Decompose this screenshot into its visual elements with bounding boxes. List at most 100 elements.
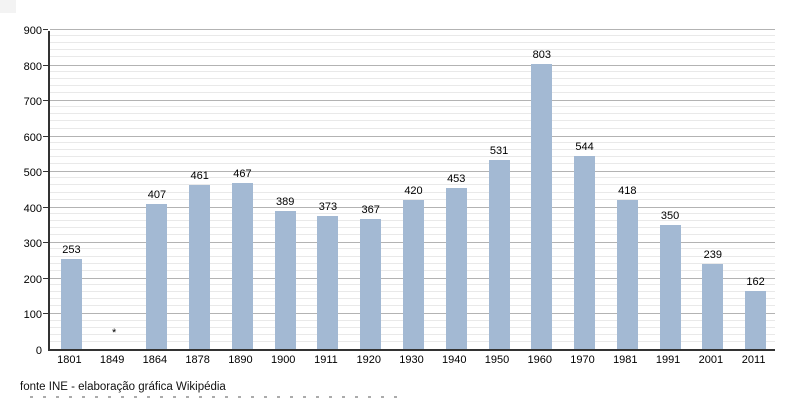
bar-1930 <box>403 199 424 349</box>
bar-1920 <box>360 218 382 349</box>
population-bar-chart: 253 * 407 461 467 389 373 367 420 453 531 803 544 418… <box>23 25 775 366</box>
x-axis-tick-label: 1801 <box>57 354 82 366</box>
y-axis-tick-label: 300 <box>23 238 42 251</box>
major-gridline <box>50 100 775 102</box>
bar-1960 <box>531 63 553 349</box>
bar-value-label: 367 <box>361 203 380 216</box>
y-axis-tick <box>43 135 48 137</box>
x-axis-tick-label: 1920 <box>356 354 381 366</box>
minor-gridline <box>50 156 775 157</box>
bar-1864 <box>146 204 168 349</box>
major-gridline <box>50 64 775 66</box>
x-axis-tick-label: 1864 <box>142 354 168 366</box>
minor-gridline <box>50 77 775 79</box>
y-axis-tick-label: 0 <box>35 345 42 357</box>
bar-1991 <box>659 224 681 349</box>
y-axis-tick <box>43 277 48 279</box>
minor-gridline <box>50 92 775 93</box>
missing-data-marker: * <box>112 327 117 339</box>
bar-2001 <box>702 264 724 349</box>
y-axis-tick-label: 700 <box>23 96 42 109</box>
y-axis-tick <box>43 100 48 102</box>
minor-gridline <box>50 106 775 108</box>
bar-1801 <box>60 259 82 349</box>
minor-gridline <box>50 127 775 129</box>
x-axis-tick-label: 1991 <box>655 354 681 366</box>
bar-value-label: 407 <box>147 189 167 202</box>
bar-value-label: 389 <box>276 195 295 208</box>
x-axis-tick-label: 1911 <box>314 354 338 366</box>
bar-2011 <box>745 291 767 349</box>
y-axis-tick <box>43 206 48 208</box>
minor-gridline <box>50 177 775 179</box>
bar-value-label: 350 <box>660 209 680 222</box>
y-axis-tick-label: 100 <box>23 309 42 322</box>
y-axis-tick-label: 900 <box>23 25 42 37</box>
bar-value-label: 803 <box>532 48 551 61</box>
y-axis-tick-label: 500 <box>23 167 42 180</box>
plot-area: 253 * 407 461 467 389 373 367 420 453 531 803 544 418… <box>43 29 775 351</box>
minor-gridline <box>50 70 775 72</box>
minor-gridline <box>50 113 775 115</box>
bar-value-label: 453 <box>447 172 466 185</box>
bar-value-label: 420 <box>404 184 423 197</box>
minor-gridline <box>50 120 775 122</box>
bar-value-label: 461 <box>190 170 209 183</box>
bar-value-label: 373 <box>318 201 338 214</box>
clipped-bottom-artifact <box>30 396 400 398</box>
x-axis-tick-label: 1981 <box>613 354 638 366</box>
y-axis-tick-label: 800 <box>23 60 42 73</box>
minor-gridline <box>50 184 775 186</box>
bar-1890 <box>231 182 253 349</box>
y-axis-tick <box>43 171 48 173</box>
corner-artifact <box>0 0 16 13</box>
minor-gridline <box>50 42 775 44</box>
bar-value-label: 531 <box>489 145 509 158</box>
bar-1940 <box>445 187 467 349</box>
x-axis-tick-label: 1890 <box>228 354 253 366</box>
bar-1911 <box>317 216 339 349</box>
major-gridline <box>50 171 775 173</box>
bar-value-label: 418 <box>618 185 637 198</box>
x-axis-tick-label: 1970 <box>570 354 595 366</box>
minor-gridline <box>50 49 775 51</box>
bar-value-label: 239 <box>703 249 723 262</box>
y-axis-tick-label: 400 <box>23 202 42 215</box>
minor-gridline <box>50 141 775 143</box>
y-axis-tick <box>43 64 48 66</box>
x-axis-tick-label: 1950 <box>484 354 510 366</box>
y-axis-tick-label: 200 <box>23 273 42 286</box>
minor-gridline <box>50 56 775 58</box>
major-gridline <box>50 29 775 30</box>
minor-gridline <box>50 35 775 37</box>
y-axis-tick <box>43 29 48 30</box>
x-axis-tick-label: 1930 <box>399 354 424 366</box>
bar-1900 <box>274 210 296 349</box>
x-axis-tick-label: 1900 <box>270 354 296 366</box>
minor-gridline <box>50 163 775 165</box>
y-axis-tick <box>43 313 48 315</box>
bar-value-label: 162 <box>746 276 765 289</box>
bar-value-label: 253 <box>62 244 81 257</box>
bar-value-label: 467 <box>233 167 252 180</box>
minor-gridline <box>50 191 775 193</box>
minor-gridline <box>50 84 775 86</box>
major-gridline <box>50 135 775 137</box>
x-axis-tick-label: 1960 <box>527 354 553 366</box>
bar-1970 <box>574 155 596 349</box>
x-axis-tick-label: 2001 <box>698 354 724 366</box>
bar-1878 <box>189 185 211 349</box>
y-axis-tick <box>43 242 48 244</box>
x-axis-tick-label: 2011 <box>741 354 766 366</box>
bar-value-label: 544 <box>575 140 594 153</box>
x-axis-tick-label: 1849 <box>99 354 125 366</box>
bar-1950 <box>488 160 510 349</box>
x-axis-tick-label: 1878 <box>185 354 210 366</box>
x-axis-tick-label: 1940 <box>442 354 467 366</box>
minor-gridline <box>50 148 775 150</box>
source-note: fonte INE - elaboração gráfica Wikipédia <box>20 381 226 393</box>
y-axis-tick-label: 600 <box>23 131 42 144</box>
bar-1981 <box>616 200 638 349</box>
minor-gridline <box>50 198 775 200</box>
